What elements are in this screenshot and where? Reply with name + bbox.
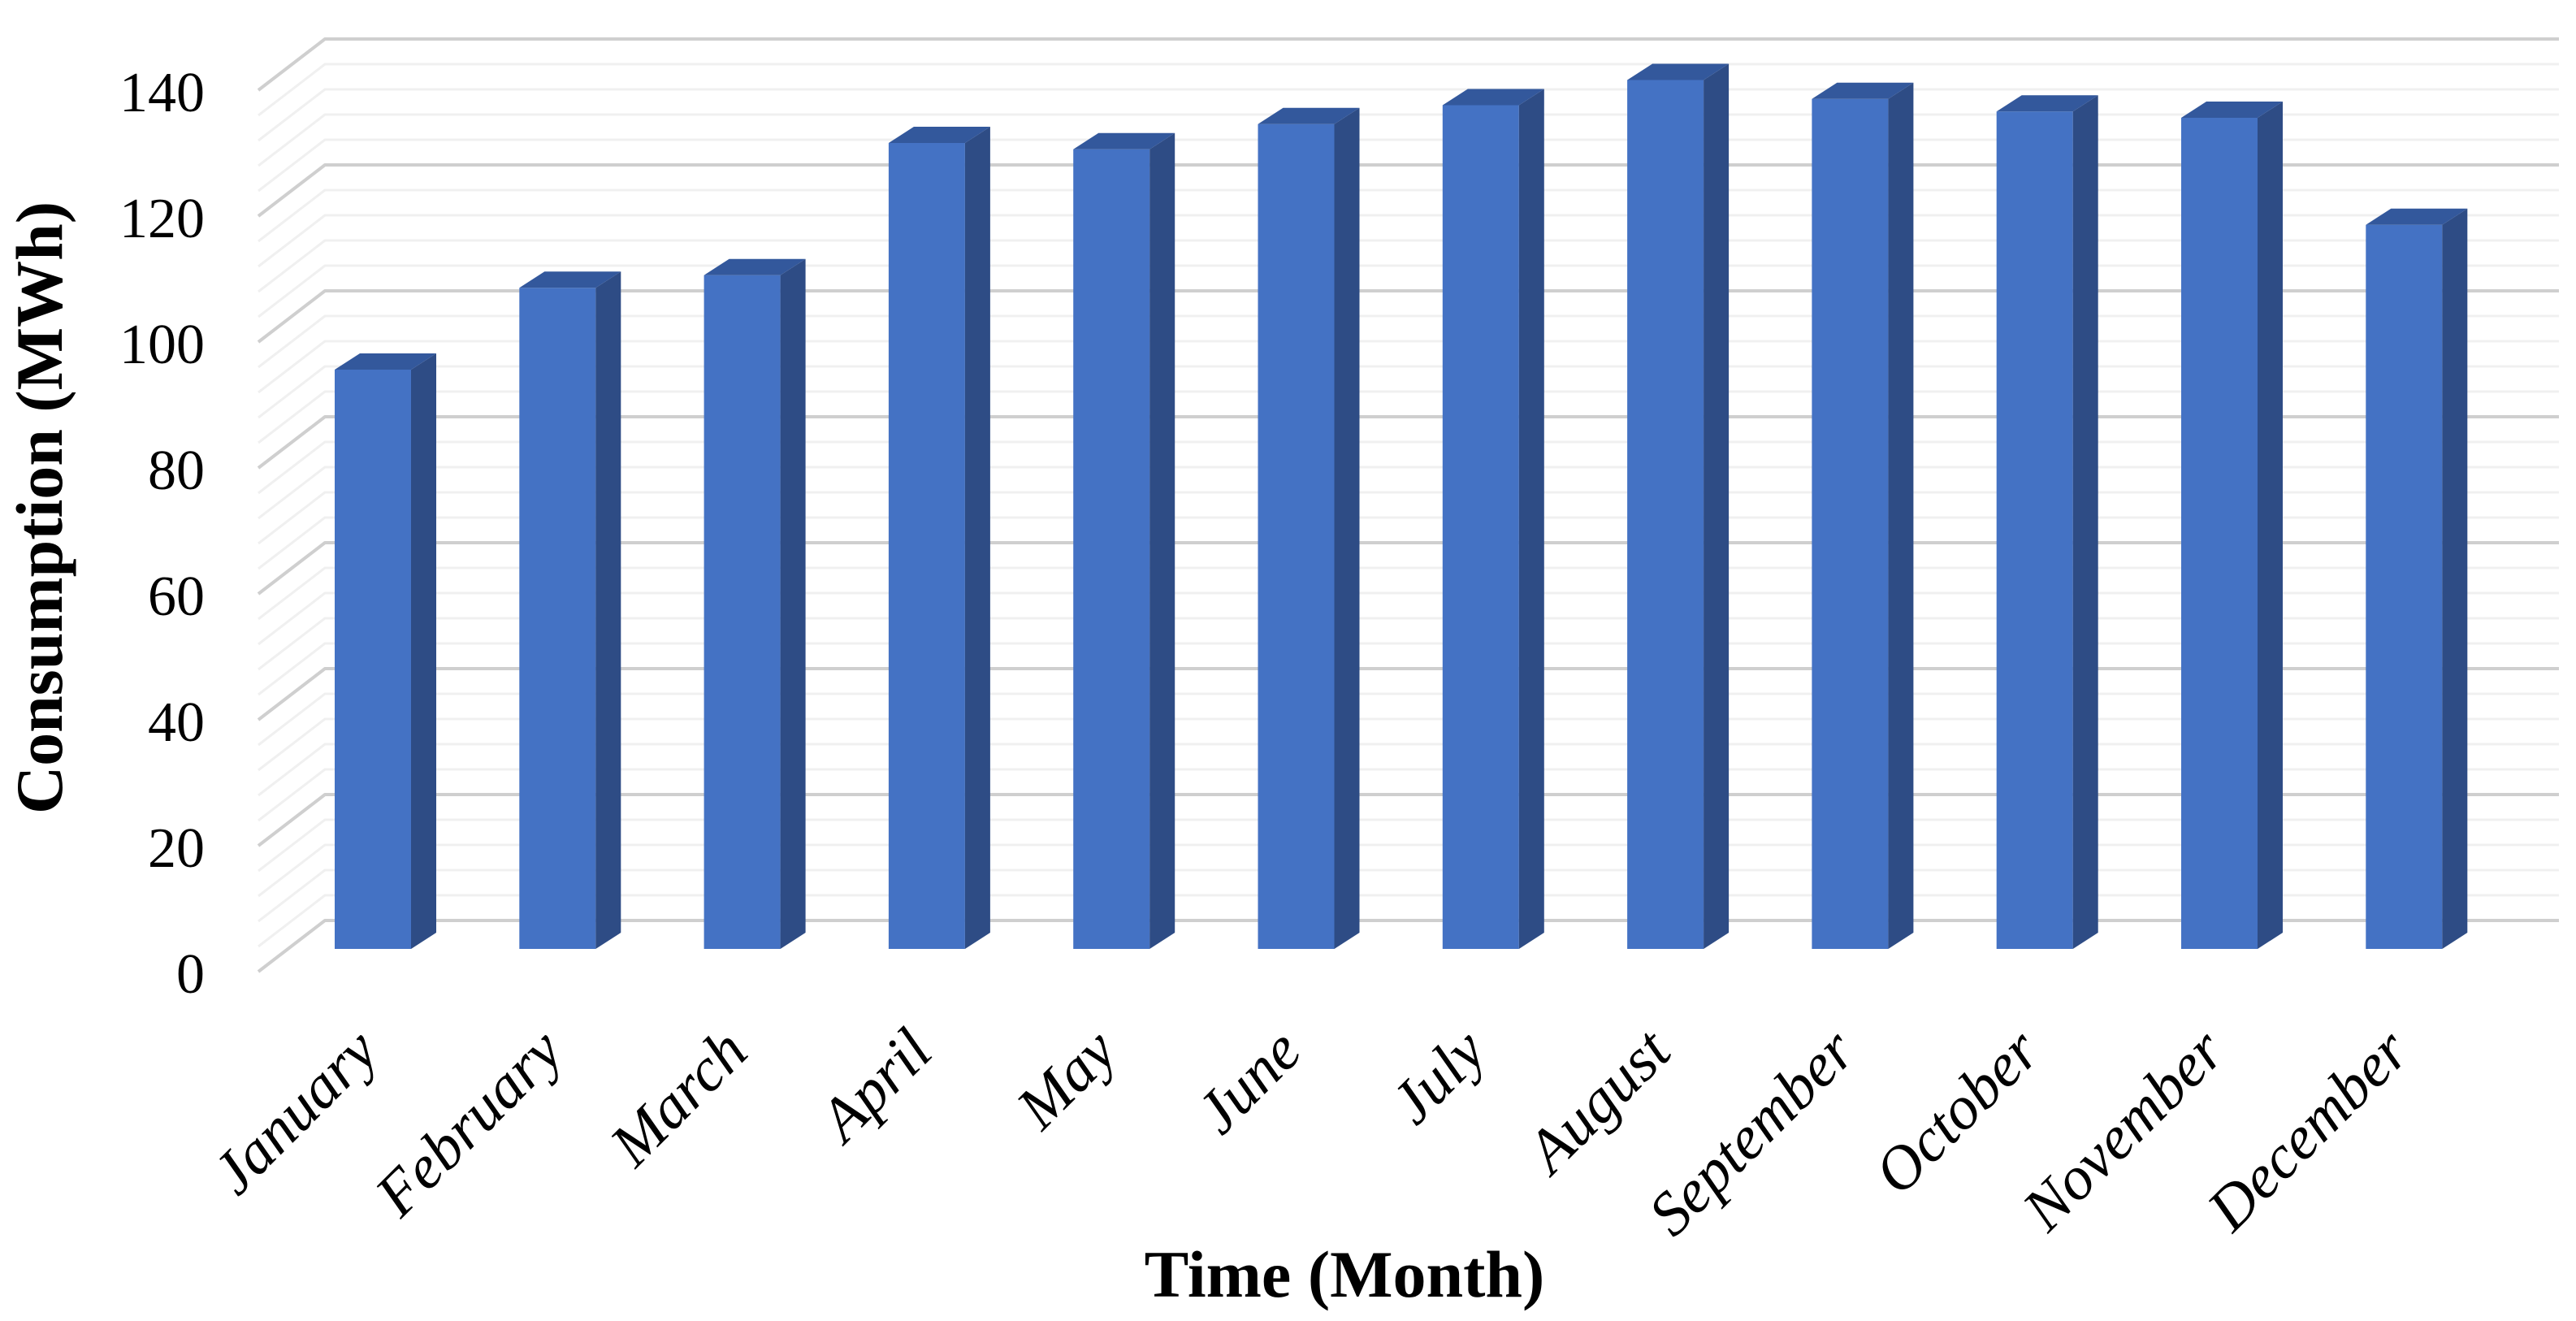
x-category-label: February: [362, 1016, 575, 1229]
x-category-label: January: [200, 1016, 392, 1207]
bar-may: [1073, 132, 1175, 949]
bar-june: [1258, 107, 1360, 949]
grid-line: [257, 37, 2559, 92]
bar-side-face: [780, 258, 806, 949]
bar-august: [1627, 63, 1730, 949]
bar-front-face: [1812, 98, 1889, 949]
bar-march: [704, 258, 806, 949]
bar-january: [335, 353, 436, 949]
bar-series: [335, 63, 2468, 949]
bar-february: [519, 271, 621, 949]
x-category-label: October: [1861, 1016, 2053, 1207]
bar-front-face: [519, 288, 596, 949]
x-category-label: March: [596, 1016, 760, 1180]
x-category-label: November: [2009, 1016, 2237, 1244]
x-axis-title: Time (Month): [1145, 1237, 1545, 1311]
bar-top-face: [335, 353, 436, 370]
bar-top-face: [2366, 208, 2468, 225]
bar-top-face: [1442, 89, 1544, 106]
y-tick-label: 100: [119, 314, 205, 376]
bar-side-face: [1149, 132, 1175, 949]
bar-side-face: [2072, 95, 2098, 949]
x-category-label: July: [1378, 1016, 1499, 1137]
bar-top-face: [1812, 82, 1914, 99]
y-tick-label: 80: [148, 440, 205, 502]
bar-top-face: [519, 271, 621, 288]
x-category-label: May: [1003, 1016, 1130, 1142]
bar-front-face: [704, 275, 781, 949]
y-axis-title: Consumption (MWh): [2, 201, 76, 814]
x-category-label: April: [804, 1016, 945, 1157]
x-category-label: June: [1184, 1016, 1314, 1147]
bar-side-face: [2442, 208, 2468, 949]
y-tick-label: 120: [119, 188, 205, 250]
x-category-label: September: [1635, 1016, 1868, 1249]
bar-april: [888, 127, 990, 949]
bar-side-face: [1704, 63, 1730, 949]
bar-side-face: [1518, 89, 1544, 949]
bar-july: [1442, 89, 1544, 949]
bar-december: [2366, 208, 2468, 949]
y-tick-label: 140: [119, 62, 205, 124]
bar-side-face: [1334, 107, 1360, 949]
grid-line: [258, 88, 2559, 142]
bar-front-face: [1258, 123, 1335, 949]
x-category-label: December: [2193, 1016, 2422, 1244]
y-tick-label: 60: [148, 565, 205, 628]
y-tick-label: 40: [148, 691, 205, 754]
bar-front-face: [1627, 80, 1704, 949]
bar-top-face: [888, 127, 990, 143]
bar-front-face: [1442, 105, 1519, 949]
bar-top-face: [1073, 132, 1175, 149]
x-category-label: August: [1511, 1015, 1685, 1189]
bar-september: [1812, 82, 1914, 949]
bar-november: [2181, 102, 2283, 949]
bar-front-face: [888, 143, 965, 949]
bar-top-face: [704, 258, 806, 275]
bar-side-face: [1888, 82, 1914, 949]
bar-front-face: [1996, 111, 2073, 949]
grid-line: [258, 63, 2559, 117]
bar-front-face: [2366, 224, 2443, 949]
bar-front-face: [1073, 149, 1150, 949]
y-axis-tick-labels: 0 20 40 60 80 100 120 140: [119, 62, 205, 1006]
bar-side-face: [595, 271, 621, 949]
bar-top-face: [1996, 95, 2098, 112]
y-tick-label: 20: [148, 817, 205, 880]
y-tick-label: 0: [176, 943, 205, 1006]
bar-side-face: [964, 127, 990, 949]
bar-top-face: [1627, 63, 1730, 80]
bar-top-face: [1258, 107, 1360, 124]
bar-october: [1996, 95, 2098, 949]
bar-side-face: [411, 353, 436, 949]
bar-front-face: [335, 370, 411, 949]
bar-front-face: [2181, 118, 2258, 949]
bar-top-face: [2181, 102, 2283, 118]
bar-side-face: [2258, 102, 2283, 949]
